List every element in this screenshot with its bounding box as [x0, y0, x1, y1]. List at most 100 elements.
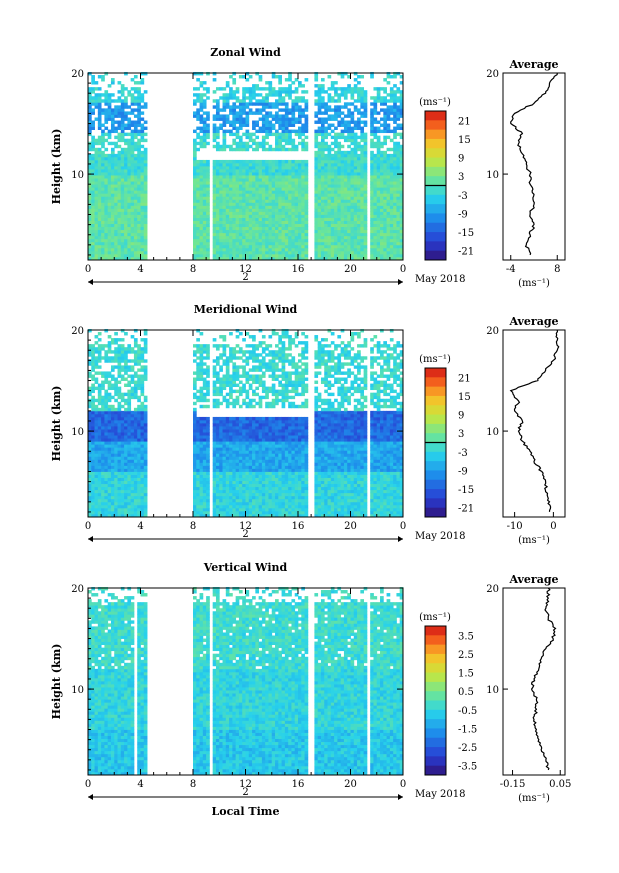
heatmap-cell [324, 187, 328, 191]
heatmap-cell [396, 193, 401, 197]
heatmap-cell [393, 214, 397, 218]
heatmap-cell [206, 178, 210, 182]
heatmap-cell [140, 99, 145, 103]
heatmap-cell [304, 135, 309, 140]
heatmap-cell [357, 214, 361, 218]
heatmap-cell [140, 244, 145, 249]
heatmap-cell [117, 344, 122, 348]
heatmap-cell [219, 211, 223, 215]
heatmap-cell [130, 501, 135, 506]
heatmap-cell [94, 435, 99, 439]
heatmap-cell [117, 111, 122, 115]
heatmap-cell [370, 129, 374, 134]
heatmap-cell [376, 126, 381, 130]
heatmap-cell [140, 422, 145, 427]
heatmap-cell [238, 199, 243, 203]
heatmap-cell [320, 132, 325, 137]
heatmap-cell [261, 214, 266, 218]
heatmap-cell [101, 480, 105, 485]
heatmap-cell [110, 223, 115, 228]
heatmap-cell [278, 159, 282, 164]
heatmap-cell [120, 138, 125, 143]
heatmap-cell [202, 175, 207, 179]
heatmap-cell [193, 178, 197, 182]
heatmap-cell [219, 232, 223, 237]
colorbar-tick-label: -21 [458, 247, 474, 258]
heatmap-cell [393, 105, 397, 109]
heatmap-cell [265, 102, 269, 106]
heatmap-cell [320, 250, 325, 255]
heatmap-cell [114, 156, 118, 161]
colorbar-tick-label: 3 [458, 172, 464, 183]
heatmap-cell [107, 235, 112, 240]
heatmap-cell [380, 156, 384, 161]
heatmap-cell [120, 114, 125, 118]
heatmap-cell [357, 87, 361, 91]
heatmap-cell [353, 208, 358, 212]
heatmap-cell [343, 87, 348, 91]
heatmap-cell [219, 205, 223, 209]
heatmap-cell [304, 165, 309, 170]
heatmap-cell [265, 235, 269, 240]
heatmap-cell [291, 256, 296, 261]
heatmap-cell [120, 435, 125, 439]
heatmap-cell [363, 172, 368, 176]
heatmap-cell [117, 504, 122, 509]
heatmap-cell [107, 474, 112, 478]
heatmap-cell [396, 190, 401, 194]
heatmap-cell [317, 226, 322, 231]
heatmap-cell [212, 235, 217, 240]
heatmap-cell [291, 81, 296, 85]
heatmap-cell [117, 211, 122, 215]
heatmap-cell [133, 328, 138, 333]
heatmap-cell [235, 190, 240, 194]
heatmap-cell [334, 150, 338, 155]
heatmap-cell [242, 232, 246, 237]
heatmap-cell [117, 214, 122, 218]
colorbar-segment [425, 213, 446, 224]
heatmap-cell [91, 474, 95, 478]
heatmap-cell [137, 120, 141, 124]
heatmap-cell [334, 114, 338, 118]
heatmap-cell [235, 129, 240, 134]
heatmap-cell [380, 214, 384, 218]
heatmap-cell [314, 165, 319, 170]
heatmap-cell [288, 208, 292, 212]
heatmap-cell [193, 202, 197, 206]
heatmap-cell [373, 238, 378, 243]
heatmap-cell [278, 256, 282, 261]
heatmap-cell [320, 90, 325, 94]
heatmap-cell [334, 181, 338, 185]
heatmap-cell [242, 172, 246, 176]
heatmap-cell [91, 347, 95, 351]
heatmap-cell [212, 175, 217, 179]
heatmap-cell [124, 459, 128, 463]
heatmap-cell [114, 377, 118, 381]
heatmap-cell [278, 172, 282, 176]
heatmap-cell [127, 214, 132, 218]
heatmap-cell [101, 395, 105, 400]
heatmap-cell [232, 102, 237, 106]
heatmap-cell [104, 389, 109, 394]
heatmap-cell [117, 172, 122, 176]
heatmap-cell [271, 117, 276, 121]
heatmap-cell [386, 105, 391, 109]
heatmap-cell [399, 123, 404, 127]
heatmap-cell [140, 438, 145, 442]
heatmap-cell [124, 87, 128, 91]
heatmap-cell [317, 150, 322, 155]
heatmap-cell [304, 217, 309, 221]
heatmap-cell [330, 181, 335, 185]
heatmap-cell [229, 250, 233, 255]
heatmap-cell [127, 438, 132, 442]
heatmap-cell [133, 416, 138, 421]
heatmap-cell [101, 492, 105, 497]
heatmap-cell [120, 347, 125, 351]
heatmap-cell [353, 187, 358, 191]
heatmap-cell [284, 129, 289, 134]
heatmap-cell [127, 162, 132, 167]
heatmap-cell [386, 256, 391, 261]
heatmap-cell [127, 190, 132, 194]
heatmap-cell [143, 398, 148, 403]
heatmap-cell [124, 220, 128, 225]
